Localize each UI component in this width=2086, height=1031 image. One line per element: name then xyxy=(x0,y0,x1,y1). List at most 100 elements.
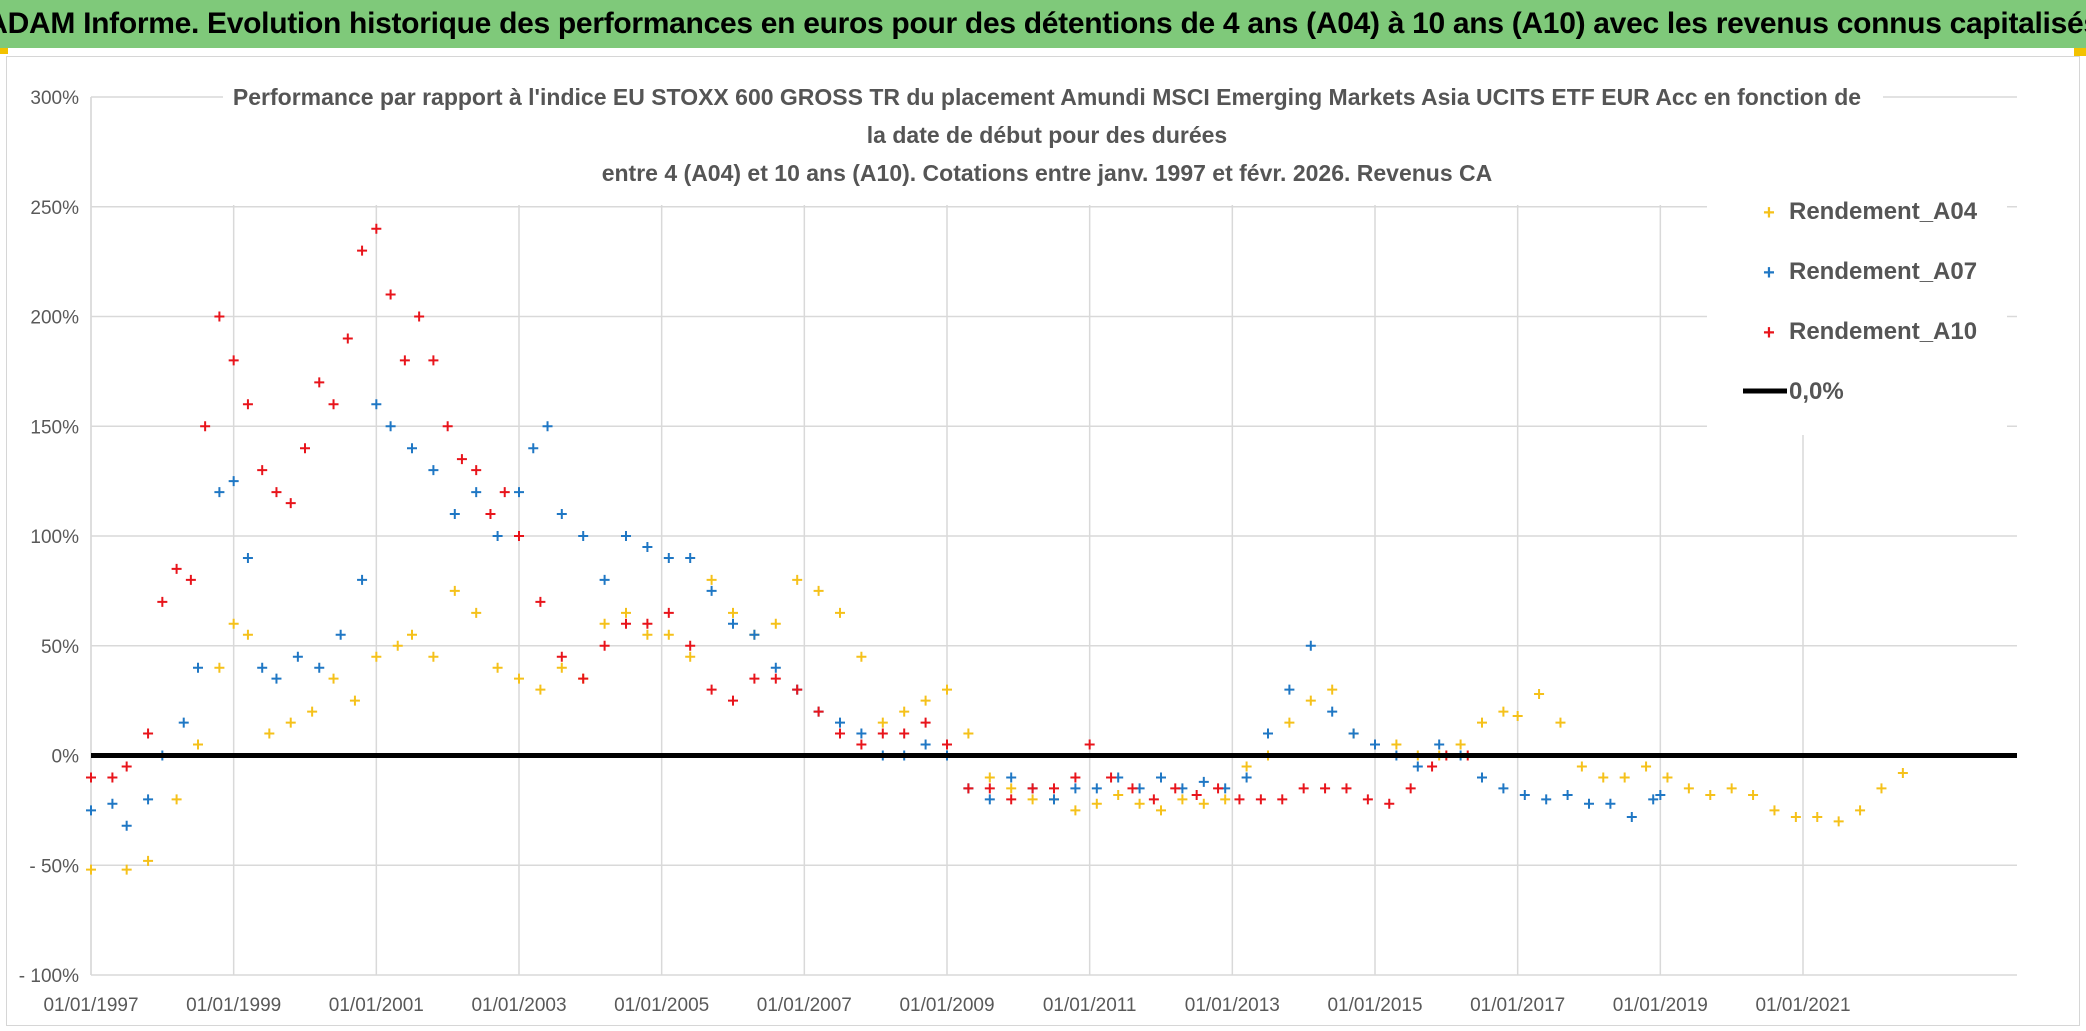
data-point xyxy=(1327,706,1338,717)
data-point xyxy=(392,640,403,651)
data-point xyxy=(1562,790,1573,801)
data-point xyxy=(899,706,910,717)
data-point xyxy=(107,772,118,783)
data-point xyxy=(1006,772,1017,783)
data-point xyxy=(1655,790,1666,801)
data-point xyxy=(792,574,803,585)
data-point xyxy=(1091,798,1102,809)
title-backdrop xyxy=(223,81,1883,205)
data-point xyxy=(1241,772,1252,783)
data-point xyxy=(1790,811,1801,822)
data-point xyxy=(535,684,546,695)
data-point xyxy=(407,443,417,454)
y-tick-label: 150% xyxy=(30,417,79,438)
data-point xyxy=(1255,794,1266,805)
data-point xyxy=(228,355,239,366)
data-point xyxy=(1598,772,1609,783)
data-point xyxy=(257,662,268,673)
corner-accent-left xyxy=(0,48,8,54)
data-point xyxy=(107,798,118,809)
data-point xyxy=(1106,772,1117,783)
data-point xyxy=(728,695,738,706)
x-tick-label: 01/01/2017 xyxy=(1470,995,1565,1016)
data-point xyxy=(456,454,467,465)
data-point xyxy=(193,739,203,750)
data-point xyxy=(1455,739,1466,750)
data-point xyxy=(642,541,653,552)
data-point xyxy=(228,618,239,629)
data-point xyxy=(1434,739,1445,750)
data-point xyxy=(428,465,439,476)
data-point xyxy=(1427,761,1438,772)
data-point xyxy=(143,728,154,739)
title-line-2: la date de début pour des durées xyxy=(867,122,1227,148)
chart-frame: - 100% - 50% 0% 50% 100% 150% 200% 250% 300% 01/… xyxy=(6,56,2080,1026)
series-rendement_a10 xyxy=(86,223,1473,809)
data-point xyxy=(1070,783,1081,794)
data-point xyxy=(1876,783,1887,794)
data-point xyxy=(642,629,653,640)
data-point xyxy=(1512,710,1523,721)
data-point xyxy=(749,629,760,640)
data-point xyxy=(335,629,346,640)
data-point xyxy=(442,421,453,432)
corner-accent-right xyxy=(2074,48,2086,56)
data-point xyxy=(86,805,96,816)
data-point xyxy=(1327,684,1338,695)
data-point xyxy=(1320,783,1331,794)
data-point xyxy=(1234,794,1245,805)
data-point xyxy=(328,399,339,410)
data-point xyxy=(292,651,303,662)
data-point xyxy=(314,377,325,388)
data-point xyxy=(1662,772,1673,783)
banner-title: ADAM Informe. Evolution historique des p… xyxy=(0,7,2086,40)
data-point xyxy=(1006,794,1017,805)
y-tick-label: 100% xyxy=(30,527,79,548)
data-point xyxy=(1198,798,1209,809)
data-point xyxy=(471,465,482,476)
data-point xyxy=(242,399,253,410)
data-point xyxy=(621,607,631,618)
data-point xyxy=(1298,783,1309,794)
x-tick-label: 01/01/2019 xyxy=(1613,995,1708,1016)
data-point xyxy=(1519,790,1530,801)
data-point xyxy=(856,739,867,750)
data-point xyxy=(1584,798,1594,809)
data-point xyxy=(663,607,674,618)
data-points xyxy=(86,223,1908,875)
x-tick-label: 01/01/2011 xyxy=(1043,995,1137,1016)
data-point xyxy=(242,629,253,640)
y-tick-label: 50% xyxy=(41,637,79,658)
data-point xyxy=(535,596,546,607)
data-point xyxy=(1498,783,1509,794)
x-tick-label: 01/01/1999 xyxy=(186,995,281,1016)
legend-backdrop xyxy=(1707,187,2007,435)
scatter-chart: - 100% - 50% 0% 50% 100% 150% 200% 250% 300% 01/… xyxy=(19,81,2017,1016)
data-point xyxy=(178,717,189,728)
data-point xyxy=(157,596,168,607)
y-tick-label: 0% xyxy=(52,747,80,768)
data-point xyxy=(1362,794,1373,805)
data-point xyxy=(1384,798,1395,809)
data-point xyxy=(1641,761,1652,772)
data-point xyxy=(1284,684,1295,695)
data-point xyxy=(228,476,239,487)
data-point xyxy=(1213,783,1224,794)
data-point xyxy=(1348,728,1359,739)
data-point xyxy=(556,509,567,520)
data-point xyxy=(1341,783,1352,794)
data-point xyxy=(1391,739,1402,750)
data-point xyxy=(1049,794,1059,805)
data-point xyxy=(792,684,803,695)
data-point xyxy=(285,498,296,509)
data-point xyxy=(1648,794,1659,805)
data-point xyxy=(485,509,496,520)
data-point xyxy=(1027,794,1038,805)
data-point xyxy=(1477,772,1487,783)
x-tick-label: 01/01/2009 xyxy=(899,995,994,1016)
data-point xyxy=(185,574,196,585)
data-point xyxy=(1156,772,1166,783)
legend-label-zero: 0,0% xyxy=(1789,378,1844,405)
data-point xyxy=(813,706,824,717)
data-point xyxy=(1555,717,1566,728)
